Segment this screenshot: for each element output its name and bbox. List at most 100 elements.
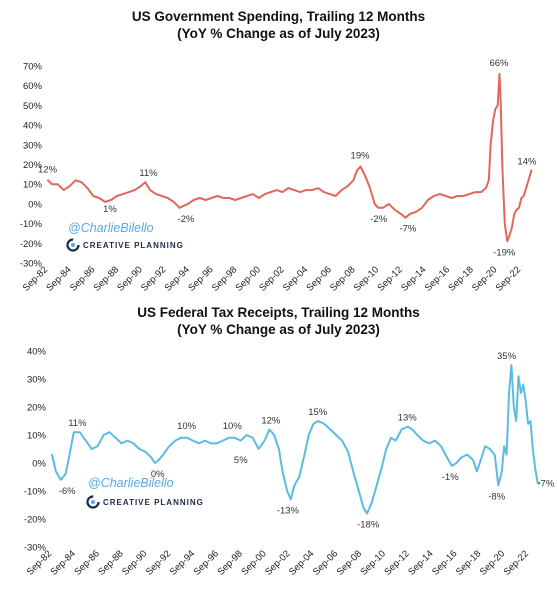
y-tick-label: 0% [32, 459, 46, 470]
x-tick-label: Sep-98 [210, 264, 239, 293]
y-tick-label: 30% [23, 140, 43, 151]
x-tick-label: Sep-86 [72, 548, 101, 577]
x-tick-label: Sep-22 [494, 264, 523, 293]
x-tick-label: Sep-90 [120, 548, 149, 577]
chart-title-line: US Government Spending, Trailing 12 Mont… [131, 9, 426, 24]
x-tick-label: Sep-04 [281, 264, 310, 293]
data-label: -7% [399, 224, 416, 235]
receipts-chart-panel: US Federal Tax Receipts, Trailing 12 Mon… [0, 300, 557, 605]
data-label: -7% [537, 479, 554, 490]
data-label: -13% [277, 505, 300, 516]
x-tick-label: Sep-02 [257, 264, 286, 293]
chart-subtitle-line: (YoY % Change as of July 2023) [177, 26, 380, 41]
x-tick-label: Sep-18 [446, 264, 475, 293]
x-tick-label: Sep-90 [115, 264, 144, 293]
y-tick-label: 40% [23, 121, 43, 132]
y-tick-label: 30% [27, 375, 47, 386]
watermark-logo-text: CREATIVE PLANNING [103, 498, 204, 507]
x-tick-label: Sep-88 [92, 264, 121, 293]
watermark-handle: @CharlieBilello [68, 221, 154, 235]
x-tick-label: Sep-84 [49, 548, 78, 577]
data-label: -19% [493, 247, 516, 258]
y-tick-label: 70% [23, 62, 43, 73]
x-tick-label: Sep-22 [502, 548, 531, 577]
y-tick-label: -30% [20, 259, 43, 270]
data-label: -8% [488, 491, 505, 502]
y-tick-label: 10% [27, 431, 47, 442]
x-tick-label: Sep-88 [96, 548, 125, 577]
x-tick-label: Sep-06 [304, 264, 333, 293]
x-tick-label: Sep-12 [382, 548, 411, 577]
data-label: -1% [442, 472, 459, 483]
data-label: 11% [139, 168, 158, 179]
x-tick-label: Sep-92 [144, 548, 173, 577]
logo-dot-icon [91, 500, 95, 504]
x-tick-label: Sep-08 [335, 548, 364, 577]
x-tick-label: Sep-10 [352, 264, 381, 293]
y-tick-label: 20% [23, 160, 43, 171]
x-tick-label: Sep-00 [239, 548, 268, 577]
data-label: 19% [351, 150, 371, 161]
chart-title: US Government Spending, Trailing 12 Mont… [0, 8, 557, 42]
watermark-logo-text: CREATIVE PLANNING [83, 241, 184, 250]
receipts-line-chart: 40%30%20%10%0%-10%-20%-30%Sep-82Sep-84Se… [24, 347, 555, 578]
data-label: 10% [223, 421, 243, 432]
x-tick-label: Sep-08 [328, 264, 357, 293]
x-tick-label: Sep-00 [234, 264, 263, 293]
x-tick-label: Sep-02 [263, 548, 292, 577]
x-tick-label: Sep-84 [44, 264, 73, 293]
y-tick-label: -10% [24, 487, 47, 498]
data-label: 0% [151, 469, 165, 480]
y-tick-label: -30% [24, 543, 47, 554]
x-tick-label: Sep-96 [192, 548, 221, 577]
data-label: 13% [398, 413, 418, 424]
x-tick-label: Sep-20 [470, 264, 499, 293]
data-label: -6% [59, 486, 76, 497]
x-tick-label: Sep-98 [215, 548, 244, 577]
y-tick-label: -20% [20, 239, 43, 250]
chart-subtitle-line: (YoY % Change as of July 2023) [177, 322, 380, 337]
x-tick-label: Sep-14 [406, 548, 435, 577]
x-tick-label: Sep-16 [423, 264, 452, 293]
series-line [51, 364, 541, 515]
x-tick-label: Sep-20 [478, 548, 507, 577]
x-tick-label: Sep-92 [139, 264, 168, 293]
data-label: 10% [177, 421, 197, 432]
x-tick-label: Sep-96 [186, 264, 215, 293]
watermark-handle: @CharlieBilello [88, 476, 174, 490]
x-tick-label: Sep-10 [359, 548, 388, 577]
data-label: 66% [489, 58, 509, 69]
x-tick-label: Sep-06 [311, 548, 340, 577]
series-line [47, 72, 533, 243]
y-tick-label: 60% [23, 81, 43, 92]
spending-chart-panel: US Government Spending, Trailing 12 Mont… [0, 0, 557, 300]
y-tick-label: -10% [20, 219, 43, 230]
x-tick-label: Sep-16 [430, 548, 459, 577]
y-tick-label: 20% [27, 403, 47, 414]
y-tick-label: -20% [24, 515, 47, 526]
data-label: 35% [497, 351, 517, 362]
data-label: 1% [103, 204, 117, 215]
y-tick-label: 0% [28, 199, 42, 210]
x-tick-label: Sep-86 [68, 264, 97, 293]
data-label: 5% [234, 455, 248, 466]
y-tick-label: 10% [23, 180, 43, 191]
data-label: 14% [517, 156, 537, 167]
x-tick-label: Sep-94 [163, 264, 192, 293]
chart-title-line: US Federal Tax Receipts, Trailing 12 Mon… [137, 305, 420, 320]
creative-planning-logo: CREATIVE PLANNING [86, 495, 204, 509]
creative-planning-logo: CREATIVE PLANNING [66, 238, 184, 252]
y-tick-label: 50% [23, 101, 43, 112]
chart-title: US Federal Tax Receipts, Trailing 12 Mon… [0, 304, 557, 338]
data-label: 12% [261, 415, 281, 426]
data-label: 15% [308, 407, 328, 418]
spending-line-chart: 70%60%50%40%30%20%10%0%-10%-20%-30%Sep-8… [20, 58, 537, 294]
x-tick-label: Sep-94 [168, 548, 197, 577]
data-label: -18% [357, 519, 380, 530]
logo-dot-icon [71, 243, 75, 247]
y-tick-label: 40% [27, 347, 47, 358]
data-label: -2% [178, 214, 195, 225]
x-tick-label: Sep-18 [454, 548, 483, 577]
x-tick-label: Sep-04 [287, 548, 316, 577]
data-label: 11% [68, 418, 87, 429]
